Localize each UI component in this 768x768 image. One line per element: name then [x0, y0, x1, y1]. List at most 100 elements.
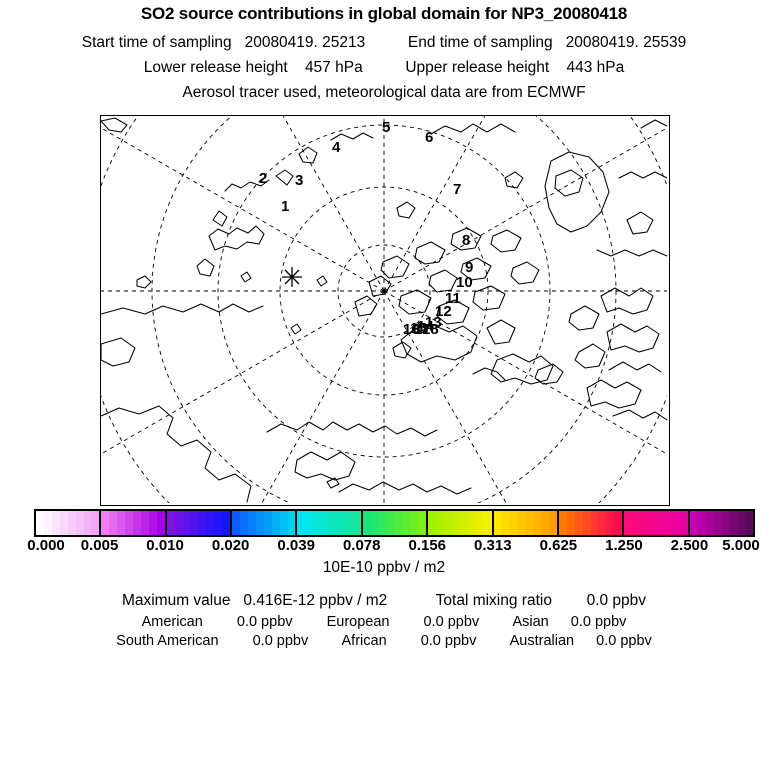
trajectory-label-4: 4 — [332, 139, 341, 156]
colorbar-substep — [713, 511, 722, 535]
colorbar-substep — [671, 511, 680, 535]
colorbar-substep — [705, 511, 714, 535]
graticule-meridians — [101, 116, 667, 503]
colorbar-substep — [287, 511, 296, 535]
colorbar-substep — [117, 511, 126, 535]
colorbar-substep — [428, 511, 437, 535]
colorbar-substep — [156, 511, 165, 535]
colorbar-substep — [590, 511, 599, 535]
colorbar-substep — [655, 511, 664, 535]
lower-release-label: Lower release height — [143, 59, 288, 76]
trajectory-label-2: 2 — [259, 170, 268, 187]
colorbar-substep — [133, 511, 141, 535]
trajectory-label-9: 9 — [465, 259, 474, 276]
colorbar-tick-11: 5.000 — [722, 537, 760, 554]
colorbar-substep — [647, 511, 656, 535]
colorbar-substep — [679, 511, 688, 535]
colorbar-substep — [378, 511, 387, 535]
colorbar-segment-2 — [164, 511, 231, 535]
colorbar-substep — [370, 511, 379, 535]
colorbar-substep — [451, 511, 460, 535]
colorbar-substep — [517, 511, 526, 535]
colorbar-tick-3: 0.020 — [211, 537, 250, 554]
footer-region-row-2: South American 0.0 ppbv African 0.0 ppbv… — [0, 633, 768, 649]
colorbar-substep — [640, 511, 648, 535]
colorbar-substep — [232, 511, 240, 535]
page-title: SO2 source contributions in global domai… — [140, 4, 628, 23]
start-time-label: Start time of sampling — [81, 34, 232, 51]
trajectory-label-14: 14 — [417, 318, 434, 335]
colorbar-substep — [459, 511, 468, 535]
colorbar-substep — [402, 511, 411, 535]
colorbar-tick-8: 0.625 — [539, 537, 578, 554]
colorbar-tick-2: 0.010 — [146, 537, 184, 554]
colorbar-substep — [566, 511, 575, 535]
colorbar-substep — [525, 511, 534, 535]
colorbar-substep — [51, 511, 60, 535]
colorbar-substep — [198, 511, 207, 535]
colorbar-substep — [533, 511, 542, 535]
trajectory-label-5: 5 — [382, 119, 391, 136]
colorbar-substep — [239, 511, 248, 535]
colorbar-substep — [598, 511, 607, 535]
colorbar-tick-labels: 0.000 0.005 0.010 0.020 0.039 0.078 0.156 0.313… — [0, 537, 768, 555]
trajectory-label-17: 17 — [414, 321, 431, 338]
footer-region-row-1: American 0.0 ppbv European 0.0 ppbv Asia… — [0, 614, 768, 630]
region-south-american-label: South American — [116, 633, 219, 649]
colorbar-substep — [386, 511, 395, 535]
colorbar-substep — [148, 511, 157, 535]
upper-release-label: Upper release height — [405, 59, 550, 76]
colorbar-substep — [321, 511, 330, 535]
colorbar-substep — [313, 511, 322, 535]
colorbar-substep — [166, 511, 175, 535]
colorbar-substep — [443, 511, 452, 535]
colorbar-substep — [632, 511, 641, 535]
trajectory-label-3: 3 — [295, 172, 304, 189]
tracer-note: Aerosol tracer used, meteorological data… — [182, 84, 586, 101]
colorbar-substep — [614, 511, 623, 535]
colorbar-substep — [305, 511, 314, 535]
end-time-value: 20080419. 25539 — [565, 34, 687, 51]
colorbar-substep — [214, 511, 223, 535]
region-asian-label: Asian — [512, 614, 549, 630]
colorbar-substep — [410, 511, 419, 535]
colorbar-substep — [182, 511, 191, 535]
colorbar-substep — [548, 511, 557, 535]
trajectory-label-18: 18 — [422, 321, 439, 338]
colorbar-substep — [222, 511, 231, 535]
colorbar[interactable] — [34, 509, 755, 537]
polar-stereographic-map — [101, 116, 667, 503]
colorbar-substep — [263, 511, 272, 535]
colorbar-substep — [206, 511, 215, 535]
trajectory-label-8: 8 — [462, 232, 471, 249]
region-australian-label: Australian — [509, 633, 575, 649]
colorbar-segment-8 — [556, 511, 623, 535]
trajectory-label-11: 11 — [445, 290, 461, 307]
trajectory-label-13: 13 — [425, 314, 442, 331]
colorbar-segment-0 — [36, 511, 100, 535]
colorbar-substep — [297, 511, 306, 535]
release-site-marker — [282, 267, 302, 287]
colorbar-segment-5 — [360, 511, 427, 535]
colorbar-substep — [624, 511, 633, 535]
region-american-value: 0.0 ppbv — [236, 614, 293, 630]
region-european-value: 0.0 ppbv — [423, 614, 480, 630]
colorbar-substep — [689, 511, 698, 535]
trajectory-label-16: 16 — [403, 321, 420, 338]
colorbar-wrap — [34, 509, 755, 537]
trajectory-label-6: 6 — [425, 129, 434, 146]
colorbar-substep — [271, 511, 280, 535]
colorbar-segment-9 — [622, 511, 688, 535]
colorbar-substep — [125, 511, 134, 535]
lower-release-value: 457 hPa — [304, 59, 363, 76]
colorbar-substep — [606, 511, 615, 535]
colorbar-segment-10 — [687, 511, 753, 535]
colorbar-segment-3 — [230, 511, 296, 535]
colorbar-tick-7: 0.313 — [474, 537, 512, 554]
upper-release-value: 443 hPa — [566, 59, 625, 76]
colorbar-substep — [83, 511, 92, 535]
colorbar-substep — [101, 511, 110, 535]
colorbar-tick-1: 0.005 — [80, 537, 119, 554]
colorbar-substep — [541, 511, 549, 535]
map-panel[interactable]: 1 2 3 4 5 6 7 8 9 10 11 12 13 14 15 16 17 18 — [100, 115, 670, 506]
